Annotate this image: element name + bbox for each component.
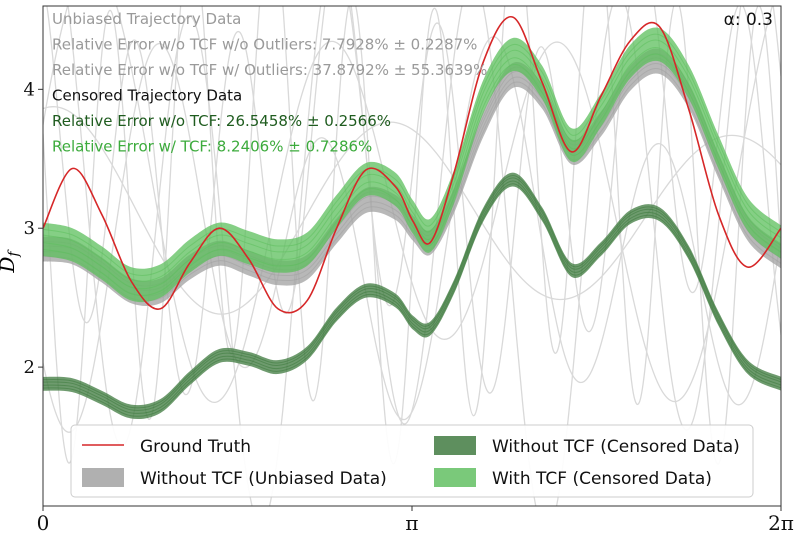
legend-swatch-patch (434, 468, 476, 487)
band-trajectory-line (43, 53, 781, 296)
band-trajectory-line (43, 183, 781, 417)
y-axis: 2 3 4 (24, 79, 43, 378)
legend-label: Without TCF (Censored Data) (492, 437, 740, 457)
band-trajectory-line (43, 46, 781, 290)
alpha-label: α: 0.3 (724, 10, 773, 30)
y-axis-label-main: D (0, 257, 19, 274)
annotation-line: Censored Trajectory Data (52, 87, 242, 105)
band-with-tcf-censored-data- (43, 27, 781, 303)
annotation-block: Unbiased Trajectory Data Relative Error w… (52, 10, 487, 156)
band-trajectory-line (43, 180, 781, 414)
legend-swatch-patch (434, 436, 476, 455)
band-trajectory-line (43, 177, 781, 411)
y-tick-label: 3 (24, 218, 35, 239)
annotation-line: Relative Error w/o TCF w/o Outliers: 7.7… (52, 36, 477, 54)
x-tick-label: 2π (768, 511, 794, 535)
outlier-trajectory-line (43, 36, 781, 433)
legend: Ground Truth Without TCF (Censored Data) W… (70, 424, 754, 498)
annotation-line: Relative Error w/ TCF: 8.2406% ± 0.7286% (52, 138, 372, 156)
band-without-tcf-censored-data- (43, 172, 781, 420)
y-tick-label: 2 (24, 357, 35, 378)
x-tick-label: π (405, 511, 418, 535)
annotation-line: Relative Error w/o TCF w/ Outliers: 37.8… (52, 61, 487, 79)
band-trajectory-line (43, 67, 781, 302)
x-axis: 0 π 2π (37, 506, 794, 535)
band-trajectory-line (43, 39, 781, 282)
y-tick-label: 4 (24, 79, 35, 100)
line-ground-truth (43, 16, 781, 314)
x-tick-label: 0 (37, 511, 50, 535)
series-lines (43, 16, 781, 314)
y-axis-label: Df (0, 249, 22, 274)
y-axis-label-sub: f (6, 249, 22, 258)
legend-label: With TCF (Censored Data) (492, 469, 712, 489)
annotation-line: Relative Error w/o TCF: 26.5458% ± 0.256… (52, 112, 391, 130)
band-trajectory-line (43, 33, 781, 276)
series-bands (43, 27, 781, 420)
legend-label: Ground Truth (140, 437, 251, 457)
band-trajectory-line (43, 174, 781, 409)
legend-swatch-patch (82, 468, 124, 487)
legend-label: Without TCF (Unbiased Data) (140, 469, 387, 489)
outlier-trajectory-line (43, 6, 781, 465)
legend-box (70, 424, 754, 498)
annotation-line: Unbiased Trajectory Data (52, 10, 241, 28)
